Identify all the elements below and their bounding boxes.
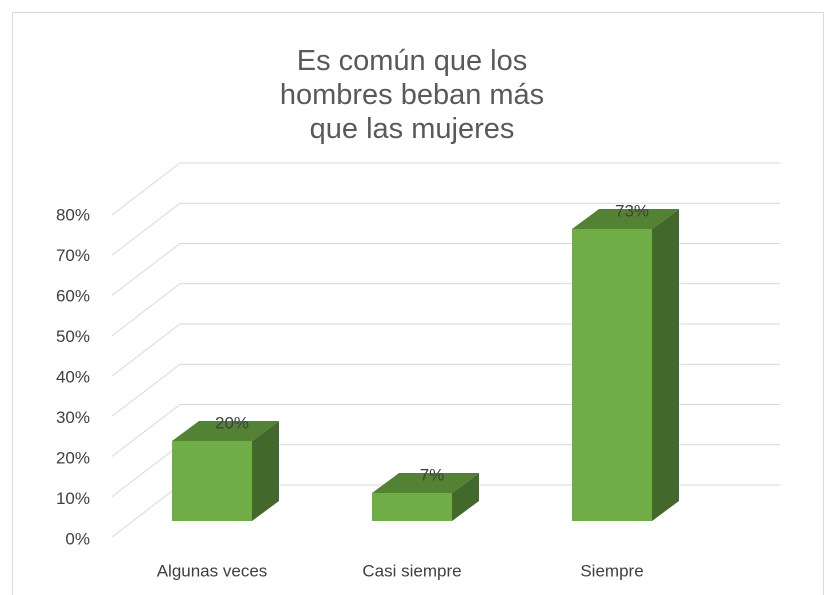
x-tick-label: Siempre: [580, 561, 643, 580]
grid-line: [111, 323, 780, 377]
bar-top: [572, 209, 679, 229]
data-label: 73%: [615, 201, 649, 220]
x-tick-label: Casi siempre: [362, 561, 461, 580]
y-tick-label: 50%: [56, 327, 90, 346]
y-tick-label: 10%: [56, 489, 90, 508]
data-label: 20%: [215, 413, 249, 432]
grid-line: [111, 162, 780, 216]
y-tick-label: 20%: [56, 448, 90, 467]
bar-side: [452, 473, 479, 521]
grid-line: [111, 363, 780, 417]
bar-top: [172, 421, 279, 441]
y-tick-label: 30%: [56, 408, 90, 427]
data-label: 7%: [420, 465, 445, 484]
bar-side: [252, 421, 279, 521]
bar-side: [652, 209, 679, 521]
bar: [572, 229, 652, 521]
chart-title: Es común que los hombres beban más que l…: [279, 45, 545, 145]
grid-line: [111, 202, 780, 256]
y-tick-label: 40%: [56, 367, 90, 386]
grid-line: [111, 243, 780, 296]
bar-top: [372, 473, 479, 493]
bar: [172, 441, 252, 521]
x-tick-label: Algunas veces: [157, 561, 268, 580]
y-tick-label: 80%: [56, 205, 90, 224]
y-tick-label: 0%: [65, 529, 90, 548]
y-tick-label: 60%: [56, 286, 90, 305]
bar: [372, 493, 452, 521]
chart-border: [12, 12, 824, 595]
grid-line: [111, 283, 780, 337]
y-tick-label: 70%: [56, 246, 90, 265]
